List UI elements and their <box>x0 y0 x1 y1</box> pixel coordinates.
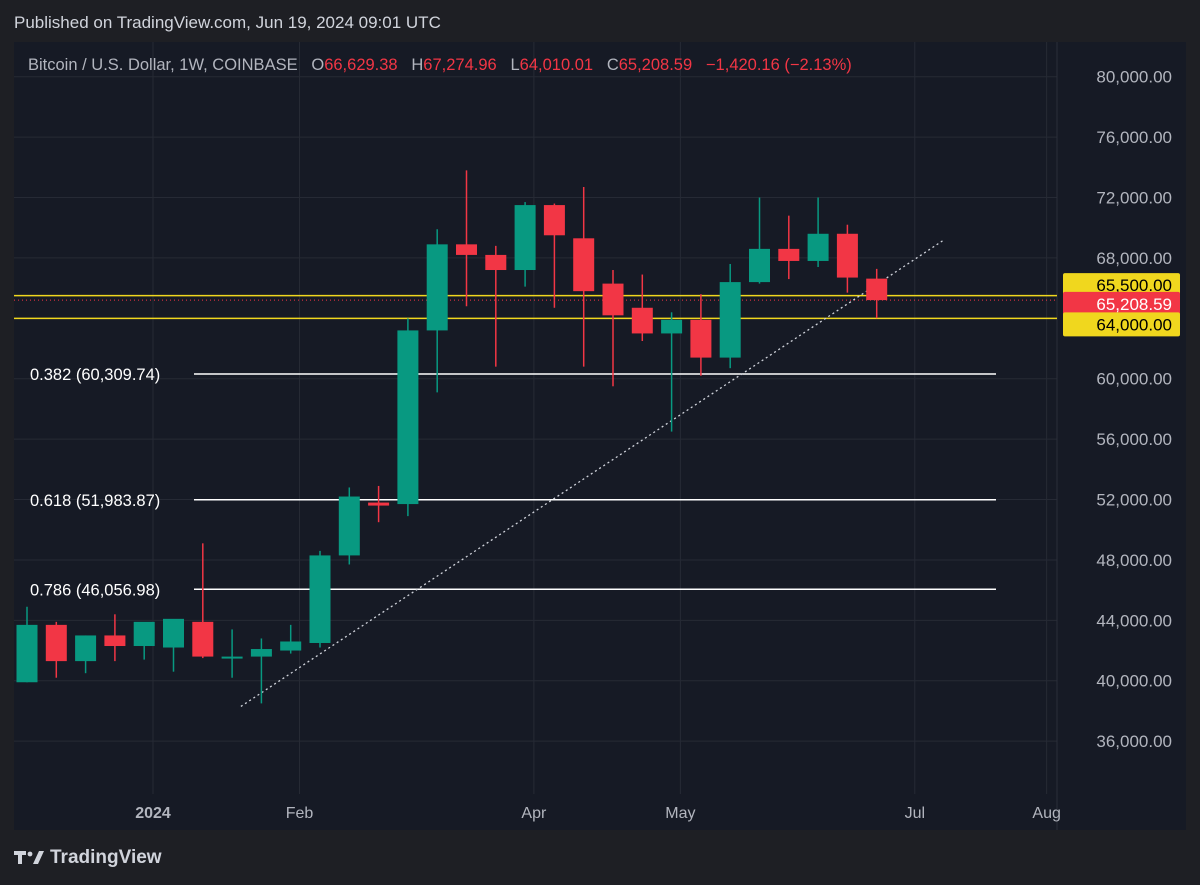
last-price-tag-bg <box>1063 291 1180 316</box>
candle-body <box>690 319 712 358</box>
x-tick-label: Apr <box>521 805 547 822</box>
fib-level-label: 0.382 (60,309.74) <box>30 366 160 384</box>
candles <box>16 170 888 704</box>
y-tick-label: 40,000.00 <box>1096 672 1172 691</box>
x-tick-label: Feb <box>286 805 314 822</box>
candle-body <box>45 624 67 662</box>
candle-body <box>280 641 302 651</box>
candle-body <box>485 254 507 271</box>
y-tick-label: 36,000.00 <box>1096 732 1172 751</box>
close-value: 65,208.59 <box>618 56 693 74</box>
level-tag-low-bg <box>1063 312 1180 337</box>
candle-body <box>104 635 126 647</box>
trendline <box>240 239 945 707</box>
close-label: C <box>606 56 619 74</box>
x-tick-label: May <box>665 805 695 822</box>
x-tick-label: 2024 <box>135 805 171 822</box>
candle-body <box>368 502 390 506</box>
candle-body <box>573 238 595 292</box>
candle-body <box>16 624 38 683</box>
high-value: 67,274.96 <box>423 56 497 74</box>
candle-body <box>661 319 683 334</box>
candle-body <box>778 248 800 261</box>
footer: TradingView <box>14 843 162 873</box>
candlestick-chart[interactable]: 36,000.00 40,000.00 44,000.00 48,000.00 52,0… <box>14 42 1186 830</box>
header: Published on TradingView.com, Jun 19, 20… <box>0 0 1200 42</box>
tradingview-logo-icon[interactable] <box>14 850 44 866</box>
open-label: O <box>311 56 325 74</box>
candle-body <box>631 307 653 334</box>
candle-body <box>221 656 243 659</box>
y-tick-label: 60,000.00 <box>1096 370 1172 389</box>
brand-name[interactable]: TradingView <box>50 847 162 868</box>
candle-body <box>456 244 477 255</box>
candle-body <box>192 621 214 657</box>
y-tick-label: 76,000.00 <box>1096 128 1172 147</box>
candle-body <box>807 233 829 261</box>
candle-body <box>397 330 419 505</box>
grid <box>14 42 1057 794</box>
x-tick-label: Aug <box>1032 805 1060 822</box>
published-text: Published on TradingView.com, Jun 19, 20… <box>14 13 441 32</box>
candle-body <box>514 205 536 271</box>
y-tick-label: 52,000.00 <box>1096 491 1172 510</box>
ohlc-legend: Bitcoin / U.S. Dollar, 1W, COINBASE O66,… <box>28 56 852 75</box>
candle-body <box>133 621 155 647</box>
high-label: H <box>411 56 424 74</box>
level-tag-low-label: 64,000.00 <box>1096 315 1172 334</box>
level-tag-high-label: 65,500.00 <box>1096 276 1172 295</box>
candle-body <box>309 555 331 643</box>
fib-level-label: 0.786 (46,056.98) <box>30 581 160 599</box>
candle-body <box>543 205 565 236</box>
last-price-tag-label: 65,208.59 <box>1096 295 1172 314</box>
fib-level-label: 0.618 (51,983.87) <box>30 492 160 510</box>
y-tick-label: 48,000.00 <box>1096 551 1172 570</box>
y-tick-label: 68,000.00 <box>1096 249 1172 268</box>
candle-body <box>719 282 741 358</box>
candle-body <box>250 649 272 657</box>
change-value: −1,420.16 (−2.13%) <box>705 56 852 74</box>
level-tag-high-bg <box>1063 273 1180 298</box>
y-tick-label: 80,000.00 <box>1096 68 1172 87</box>
y-tick-label: 56,000.00 <box>1096 430 1172 449</box>
y-tick-label: 72,000.00 <box>1096 189 1172 208</box>
x-tick-label: Jul <box>905 805 925 822</box>
candle-body <box>75 635 97 662</box>
candle-body <box>866 278 888 301</box>
candle-body <box>163 618 184 648</box>
candle-body <box>338 496 360 556</box>
open-value: 66,629.38 <box>324 56 398 74</box>
y-tick-label: 44,000.00 <box>1096 611 1172 630</box>
candle-body <box>749 248 770 283</box>
low-label: L <box>510 56 520 74</box>
low-value: 64,010.01 <box>519 56 594 74</box>
candle-body <box>602 283 624 316</box>
chart-panel[interactable]: 36,000.00 40,000.00 44,000.00 48,000.00 52,0… <box>14 42 1186 830</box>
candle-body <box>836 233 858 278</box>
candle-body <box>426 244 448 331</box>
symbol-label[interactable]: Bitcoin / U.S. Dollar, 1W, COINBASE <box>28 56 298 74</box>
